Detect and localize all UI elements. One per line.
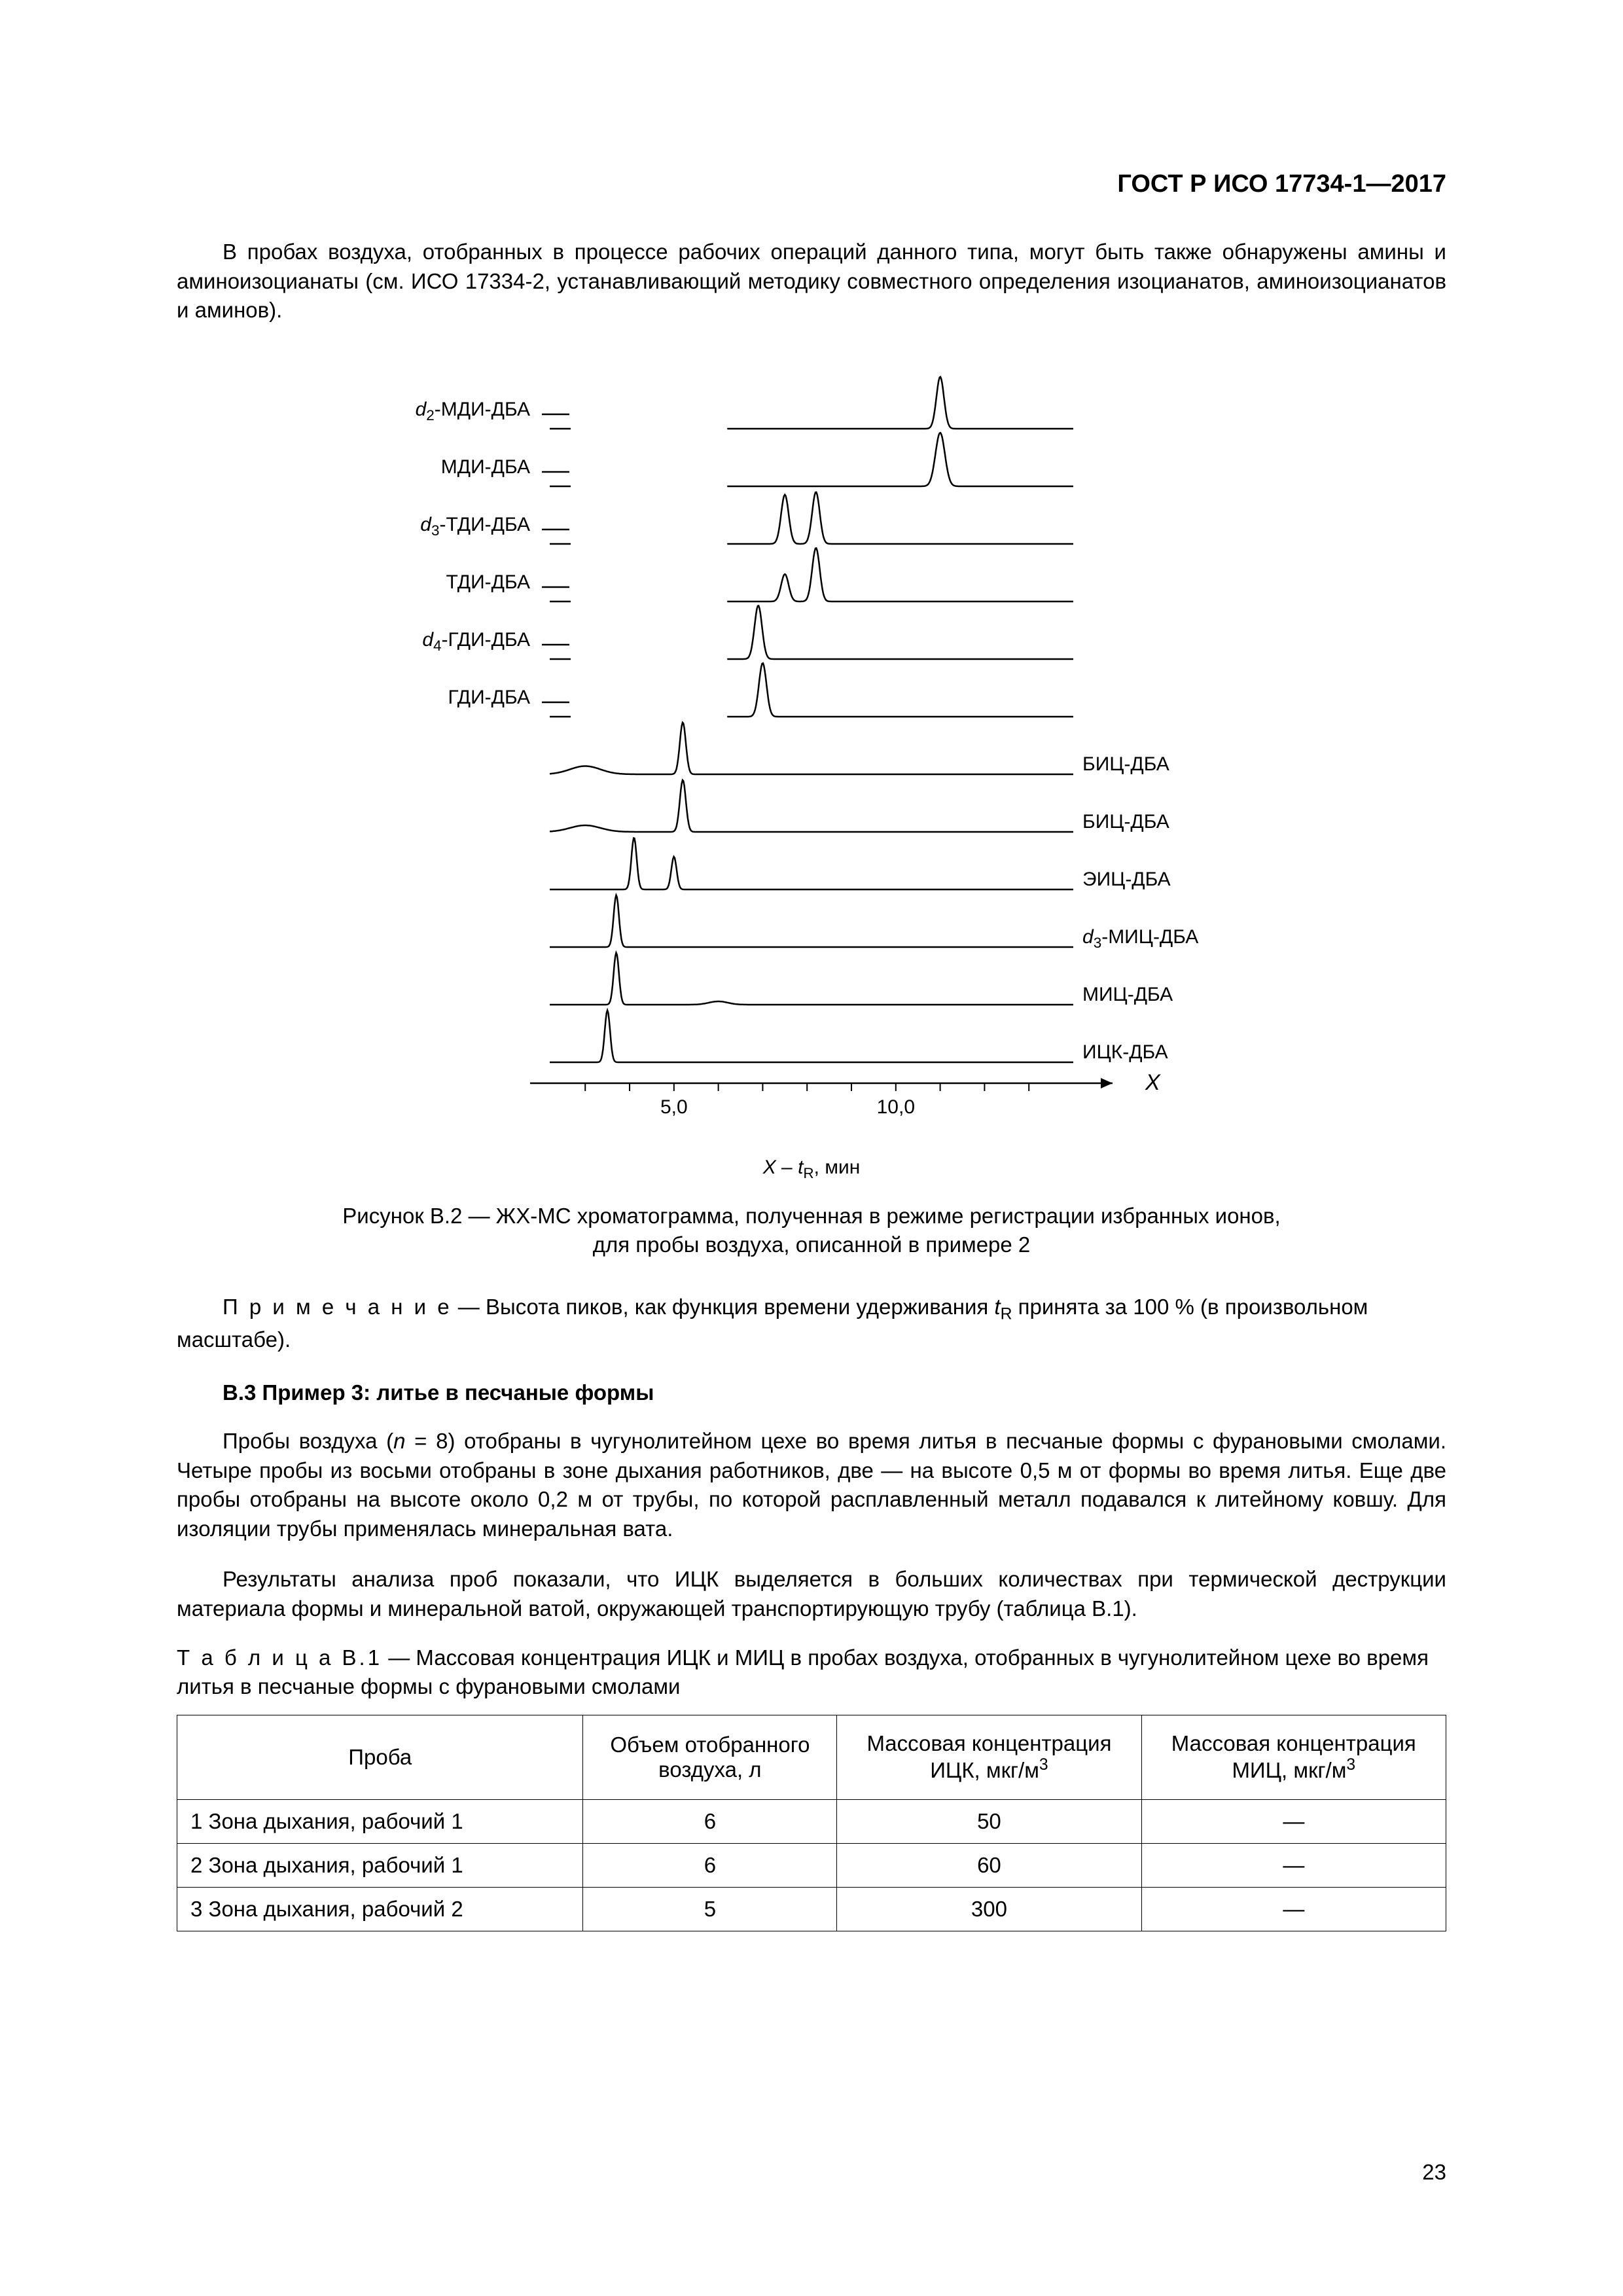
table-cell: — <box>1141 1799 1446 1843</box>
trace <box>550 1010 1073 1062</box>
table-cell: 60 <box>837 1843 1141 1887</box>
section-heading: В.3 Пример 3: литье в песчаные формы <box>177 1380 1446 1405</box>
trace <box>550 895 1073 946</box>
table-header: Объем отобранного воздуха, л <box>583 1715 837 1799</box>
data-table: ПробаОбъем отобранного воздуха, лМассова… <box>177 1715 1446 1931</box>
svg-text:10,0: 10,0 <box>877 1096 915 1118</box>
doc-header: ГОСТ Р ИСО 17734-1—2017 <box>177 170 1446 198</box>
table-cell: 300 <box>837 1887 1141 1931</box>
table-cell: — <box>1141 1887 1446 1931</box>
section-p1: Пробы воздуха (n = 8) отобраны в чугунол… <box>177 1427 1446 1543</box>
table-cell: 5 <box>583 1887 837 1931</box>
svg-text:5,0: 5,0 <box>660 1096 688 1118</box>
axis-caption: X – tR, мин <box>177 1157 1446 1182</box>
table-caption: Т а б л и ц а В.1 — Массовая концентраци… <box>177 1643 1446 1702</box>
table-row: 3 Зона дыхания, рабочий 25300— <box>177 1887 1446 1931</box>
chromatogram-figure: d2-МДИ-ДБАМДИ-ДБАd3-ТДИ-ДБАТДИ-ДБАd4-ГДИ… <box>177 351 1446 1143</box>
note-text: П р и м е ч а н и е — Высота пиков, как … <box>177 1293 1446 1355</box>
table-header: Массовая концентрация ИЦК, мкг/м3 <box>837 1715 1141 1799</box>
table-header: Проба <box>177 1715 583 1799</box>
table-row: 1 Зона дыхания, рабочий 1650— <box>177 1799 1446 1843</box>
table-header: Массовая концентрация МИЦ, мкг/м3 <box>1141 1715 1446 1799</box>
section-p2: Результаты анализа проб показали, что ИЦ… <box>177 1565 1446 1623</box>
figure-caption: Рисунок В.2 — ЖХ-МС хроматограмма, получ… <box>177 1202 1446 1260</box>
intro-paragraph: В пробах воздуха, отобранных в процессе … <box>177 238 1446 325</box>
table-cell: 6 <box>583 1799 837 1843</box>
table-cell: 50 <box>837 1799 1141 1843</box>
trace <box>550 723 1073 774</box>
trace <box>550 780 1073 832</box>
page-number: 23 <box>1422 2160 1446 2185</box>
svg-text:X: X <box>1145 1070 1161 1095</box>
table-cell: 6 <box>583 1843 837 1887</box>
trace <box>550 952 1073 1004</box>
table-cell: 2 Зона дыхания, рабочий 1 <box>177 1843 583 1887</box>
table-cell: — <box>1141 1843 1446 1887</box>
table-row: 2 Зона дыхания, рабочий 1660— <box>177 1843 1446 1887</box>
table-cell: 3 Зона дыхания, рабочий 2 <box>177 1887 583 1931</box>
table-cell: 1 Зона дыхания, рабочий 1 <box>177 1799 583 1843</box>
trace <box>550 838 1073 889</box>
